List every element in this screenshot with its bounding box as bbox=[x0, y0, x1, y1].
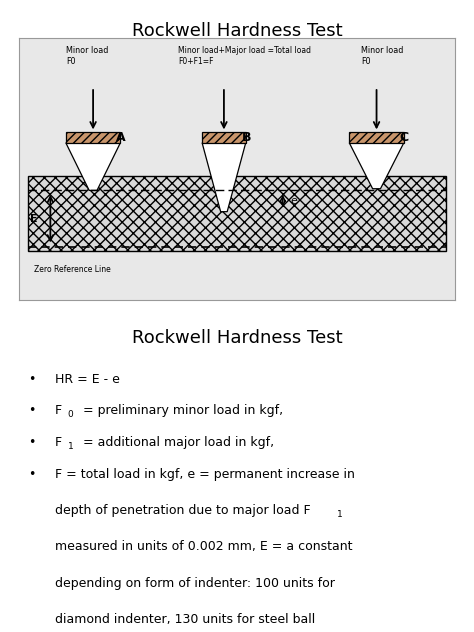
Text: 0: 0 bbox=[68, 410, 73, 419]
Text: Minor load
F0: Minor load F0 bbox=[66, 46, 109, 66]
Polygon shape bbox=[66, 143, 120, 190]
Bar bbox=[202, 132, 246, 143]
Text: HR = E - e: HR = E - e bbox=[55, 373, 119, 386]
Text: Rockwell Hardness Test: Rockwell Hardness Test bbox=[132, 329, 342, 346]
Text: = additional major load in kgf,: = additional major load in kgf, bbox=[79, 436, 274, 449]
Text: •: • bbox=[28, 468, 36, 481]
Bar bbox=[349, 132, 404, 143]
Text: •: • bbox=[28, 436, 36, 449]
Text: depending on form of indenter: 100 units for: depending on form of indenter: 100 units… bbox=[55, 576, 334, 590]
Text: E: E bbox=[30, 214, 37, 224]
Text: Rockwell Hardness Test: Rockwell Hardness Test bbox=[132, 22, 342, 40]
Text: e: e bbox=[291, 196, 298, 206]
Bar bbox=[27, 176, 447, 251]
Text: measured in units of 0.002 mm, E = a constant: measured in units of 0.002 mm, E = a con… bbox=[55, 540, 352, 554]
Text: B: B bbox=[242, 131, 252, 144]
Text: Minor load+Major load =Total load
F0+F1=F: Minor load+Major load =Total load F0+F1=… bbox=[178, 46, 311, 66]
Bar bbox=[66, 132, 120, 143]
Text: F: F bbox=[55, 404, 62, 418]
Text: = preliminary minor load in kgf,: = preliminary minor load in kgf, bbox=[79, 404, 283, 418]
Text: depth of penetration due to major load F: depth of penetration due to major load F bbox=[55, 504, 310, 517]
Text: Minor load
F0: Minor load F0 bbox=[361, 46, 404, 66]
Text: C: C bbox=[399, 131, 408, 144]
Text: F: F bbox=[55, 436, 62, 449]
Text: F = total load in kgf, e = permanent increase in: F = total load in kgf, e = permanent inc… bbox=[55, 468, 355, 481]
Text: •: • bbox=[28, 404, 36, 418]
Text: 1: 1 bbox=[68, 442, 73, 451]
Text: A: A bbox=[116, 131, 126, 144]
Polygon shape bbox=[202, 143, 246, 212]
Text: diamond indenter, 130 units for steel ball: diamond indenter, 130 units for steel ba… bbox=[55, 613, 315, 626]
Text: •: • bbox=[28, 373, 36, 386]
Text: 1: 1 bbox=[337, 509, 342, 519]
Text: Zero Reference Line: Zero Reference Line bbox=[34, 265, 111, 274]
Polygon shape bbox=[349, 143, 404, 189]
